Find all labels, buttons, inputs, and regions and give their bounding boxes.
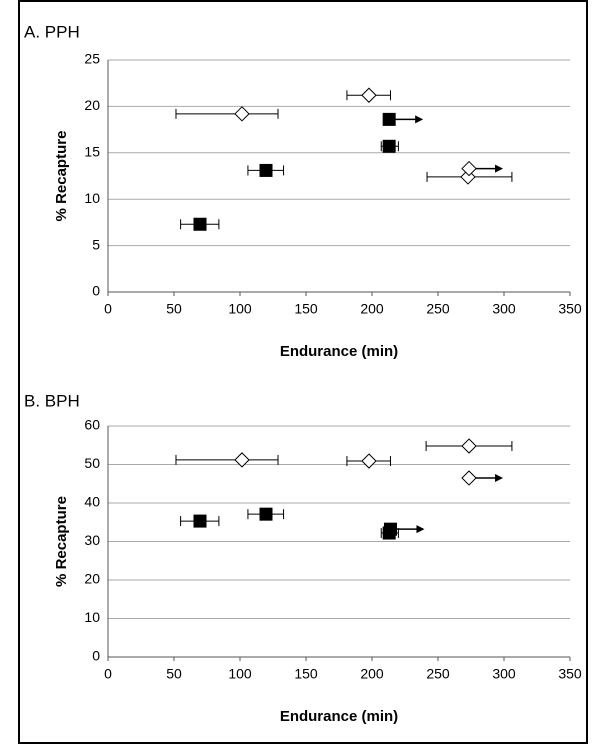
y-tick-label: 0 <box>92 283 100 299</box>
point <box>382 112 396 126</box>
panel-title: B. BPH <box>24 391 80 410</box>
point <box>461 470 477 486</box>
y-tick-label: 25 <box>84 51 100 67</box>
y-axis-label: % Recapture <box>53 131 70 222</box>
x-tick-label: 100 <box>228 666 252 682</box>
x-tick-label: 350 <box>558 301 582 317</box>
x-tick-label: 0 <box>104 301 112 317</box>
x-axis-label: Endurance (min) <box>280 343 398 360</box>
point <box>383 522 397 536</box>
y-tick-label: 5 <box>92 236 100 252</box>
point <box>361 453 377 469</box>
frame <box>18 0 588 744</box>
x-tick-label: 150 <box>294 301 318 317</box>
censor-arrow-head <box>415 115 424 124</box>
y-tick-label: 60 <box>84 417 100 433</box>
panel-title: A. PPH <box>24 22 80 41</box>
y-tick-label: 10 <box>84 190 100 206</box>
x-tick-label: 0 <box>104 666 112 682</box>
x-axis-label: Endurance (min) <box>280 708 398 725</box>
x-tick-label: 100 <box>228 301 252 317</box>
point <box>259 163 273 177</box>
x-tick-label: 300 <box>492 666 516 682</box>
y-tick-label: 20 <box>84 571 100 587</box>
y-tick-label: 50 <box>84 455 100 471</box>
point <box>234 452 250 468</box>
point <box>259 507 273 521</box>
y-tick-label: 30 <box>84 532 100 548</box>
x-tick-label: 50 <box>166 666 182 682</box>
censor-arrow-head <box>495 473 504 482</box>
y-tick-label: 40 <box>84 494 100 510</box>
x-tick-label: 50 <box>166 301 182 317</box>
point <box>382 139 396 153</box>
censor-arrow-head <box>416 525 425 534</box>
point <box>234 106 250 122</box>
y-axis-label: % Recapture <box>53 496 70 587</box>
x-tick-label: 150 <box>294 666 318 682</box>
point <box>193 217 207 231</box>
y-tick-label: 10 <box>84 609 100 625</box>
y-tick-label: 0 <box>92 648 100 664</box>
x-tick-label: 250 <box>426 666 450 682</box>
point <box>193 514 207 528</box>
x-tick-label: 250 <box>426 301 450 317</box>
x-tick-label: 200 <box>360 301 384 317</box>
y-tick-label: 20 <box>84 97 100 113</box>
y-tick-label: 15 <box>84 144 100 160</box>
x-tick-label: 350 <box>558 666 582 682</box>
censor-arrow-head <box>495 164 504 173</box>
point <box>461 160 477 177</box>
x-tick-label: 300 <box>492 301 516 317</box>
x-tick-label: 200 <box>360 666 384 682</box>
point <box>461 438 477 454</box>
point <box>361 87 377 103</box>
